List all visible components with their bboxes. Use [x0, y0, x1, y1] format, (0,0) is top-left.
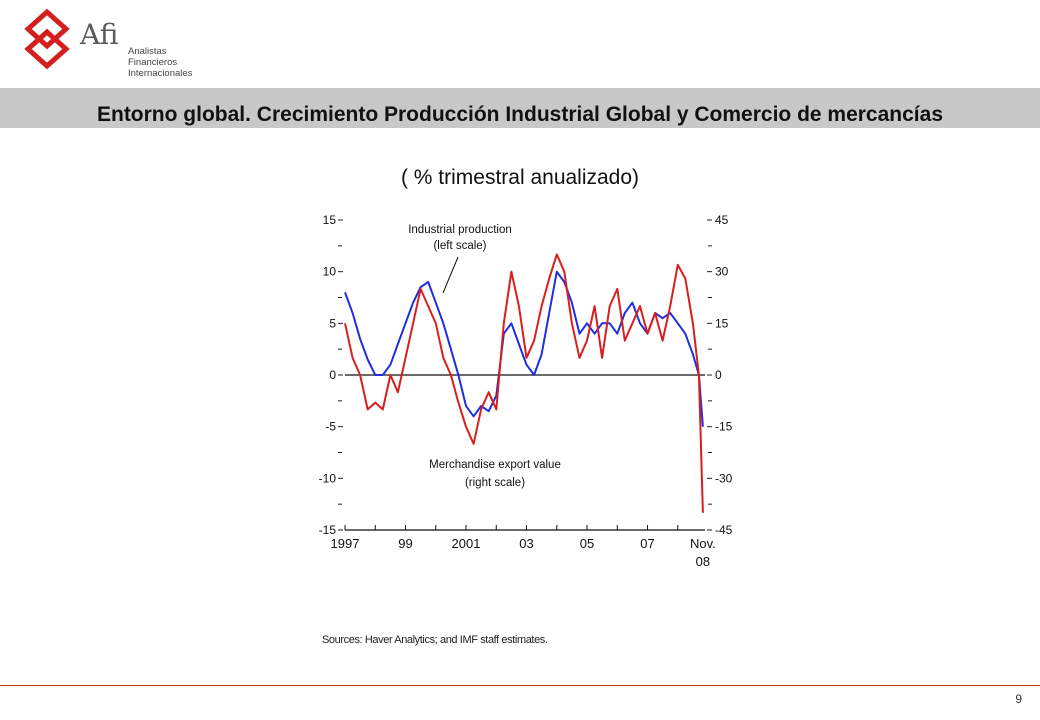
- afi-logo-mark-icon: [24, 8, 70, 70]
- x-tick-label: 2001: [452, 536, 481, 551]
- left-tick-label: 5: [329, 316, 336, 330]
- left-tick-label: -15: [319, 523, 337, 537]
- left-tick-label: -5: [325, 420, 336, 434]
- x-tick-label: 08: [696, 554, 710, 569]
- x-tick-label: 05: [580, 536, 594, 551]
- right-tick-label: -30: [715, 471, 733, 485]
- logo-line: Internacionales: [128, 68, 193, 79]
- chart-annotations: Industrial production (left scale) Merchan…: [408, 224, 561, 489]
- logo-line: Financieros: [128, 57, 178, 68]
- right-tick-label: 45: [715, 213, 729, 227]
- logo-wordmark: Afi: [80, 18, 119, 51]
- left-tick-label: -10: [319, 471, 337, 485]
- merchandise-export-line: [344, 253, 704, 513]
- x-tick-label: 1997: [331, 536, 360, 551]
- right-tick-label: -15: [715, 420, 733, 434]
- page-subtitle: ( % trimestral anualizado): [400, 166, 640, 189]
- x-tick-label: 07: [640, 536, 654, 551]
- annotation-exports-label: Merchandise export value: [429, 459, 561, 471]
- right-tick-label: 0: [715, 368, 722, 382]
- title-band: [0, 88, 1040, 128]
- chart-axes: 15 10 5 0 -5 -10 -15 45 30 15 0 -15 -30 -45 1997 99 2001…: [319, 213, 733, 569]
- left-tick-label: 15: [323, 213, 337, 227]
- x-tick-label: Nov.: [690, 536, 716, 551]
- annotation-pointer: [442, 256, 459, 294]
- x-tick-label: 99: [398, 536, 412, 551]
- x-tick-label: 03: [519, 536, 533, 551]
- logo-subtext: Analistas Financieros Internacionales: [128, 46, 192, 79]
- chart-series: [344, 253, 704, 513]
- footer-rule: [0, 685, 1040, 686]
- right-tick-label: -45: [715, 523, 733, 537]
- page-title: Entorno global. Crecimiento Producción I…: [96, 103, 943, 126]
- annotation-exports-label: (right scale): [465, 477, 525, 489]
- annotation-industrial-label: (left scale): [433, 240, 486, 252]
- right-tick-label: 15: [715, 316, 729, 330]
- chart-svg: 15 10 5 0 -5 -10 -15 45 30 15 0 -15 -30 -45 1997 99 2001…: [319, 213, 733, 569]
- logo-line: Analistas: [128, 46, 167, 57]
- annotation-industrial-label: Industrial production: [408, 224, 512, 236]
- left-tick-label: 10: [323, 265, 337, 279]
- production-trade-chart: 15 10 5 0 -5 -10 -15 45 30 15 0 -15 -30 -45 1997 99 2001…: [300, 205, 740, 590]
- industrial-production-line: [344, 270, 704, 427]
- page-number: 9: [1015, 692, 1022, 706]
- right-tick-label: 30: [715, 265, 729, 279]
- afi-logo: Afi Analistas Financieros Internacionale…: [22, 8, 222, 90]
- source-note: Sources: Haver Analytics; and IMF staff …: [322, 634, 548, 646]
- left-tick-label: 0: [329, 368, 336, 382]
